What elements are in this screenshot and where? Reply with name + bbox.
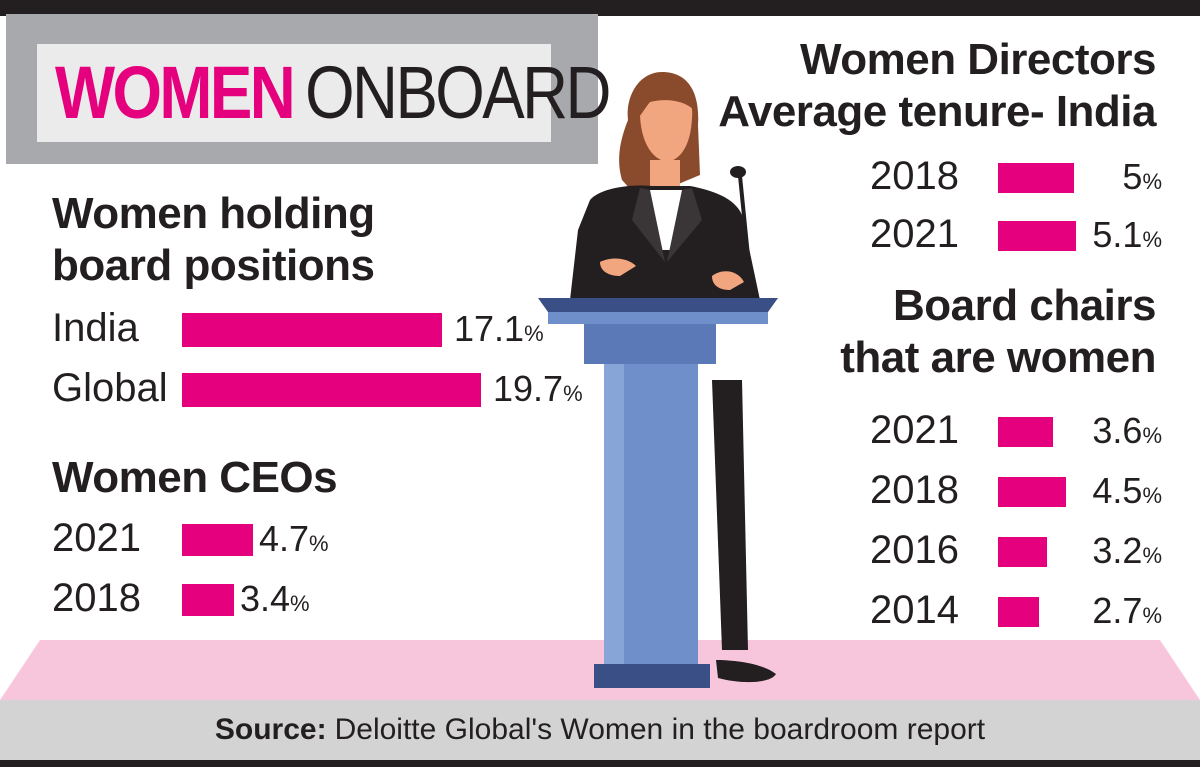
chair-category-label: 2016 bbox=[870, 528, 959, 572]
chair-category-label: 2014 bbox=[870, 588, 959, 632]
board-value-label: 17.1% bbox=[454, 308, 544, 349]
board-value-label: 19.7% bbox=[493, 368, 583, 409]
chair-bar bbox=[998, 417, 1053, 447]
tenure-value-label: 5% bbox=[1122, 156, 1162, 197]
tenure-bar bbox=[998, 163, 1074, 193]
tenure-bar bbox=[998, 221, 1076, 251]
chair-category-label: 2018 bbox=[870, 468, 959, 512]
board-category-label: India bbox=[52, 306, 139, 350]
chair-category-label: 2021 bbox=[870, 408, 959, 452]
chair-bar bbox=[998, 597, 1039, 627]
tenure-value-label: 5.1% bbox=[1092, 214, 1162, 255]
ceo-category-label: 2021 bbox=[52, 516, 141, 560]
title-panel: WOMEN ONBOARD bbox=[6, 14, 611, 164]
source-label: Source: bbox=[214, 713, 327, 746]
board-bar bbox=[182, 313, 442, 347]
ceo-value-label: 3.4% bbox=[240, 578, 310, 619]
page-title: WOMEN ONBOARD bbox=[55, 56, 611, 130]
bottom-rule bbox=[0, 760, 1200, 767]
ceo-bar bbox=[182, 524, 253, 556]
ceo-value-label: 4.7% bbox=[259, 518, 329, 559]
title-inner: WOMEN ONBOARD bbox=[37, 44, 611, 142]
chair-value-label: 4.5% bbox=[1092, 470, 1162, 511]
chair-value-label: 3.2% bbox=[1092, 530, 1162, 571]
title-onboard: ONBOARD bbox=[305, 51, 611, 134]
ceo-bar bbox=[182, 584, 234, 616]
board-category-label: Global bbox=[52, 366, 168, 410]
chair-value-label: 2.7% bbox=[1092, 590, 1162, 631]
top-rule bbox=[0, 0, 1200, 16]
source-footer: Source: Deloitte Global's Women in the b… bbox=[0, 700, 1200, 760]
tenure-category-label: 2018 bbox=[870, 154, 959, 198]
heading-tenure: Women Directors Average tenure- India bbox=[718, 35, 1156, 136]
ceo-category-label: 2018 bbox=[52, 576, 141, 620]
chair-bar bbox=[998, 537, 1047, 567]
tenure-category-label: 2021 bbox=[870, 212, 959, 256]
heading-women-ceos: Women CEOs bbox=[52, 453, 338, 502]
chair-bar bbox=[998, 477, 1066, 507]
title-women: WOMEN bbox=[55, 51, 296, 134]
heading-board-chairs: Board chairs that are women bbox=[840, 281, 1156, 382]
board-bar bbox=[182, 373, 481, 407]
source-text: Deloitte Global's Women in the boardroom… bbox=[334, 713, 986, 746]
chair-value-label: 3.6% bbox=[1092, 410, 1162, 451]
heading-board-positions: Women holding board positions bbox=[52, 189, 375, 290]
